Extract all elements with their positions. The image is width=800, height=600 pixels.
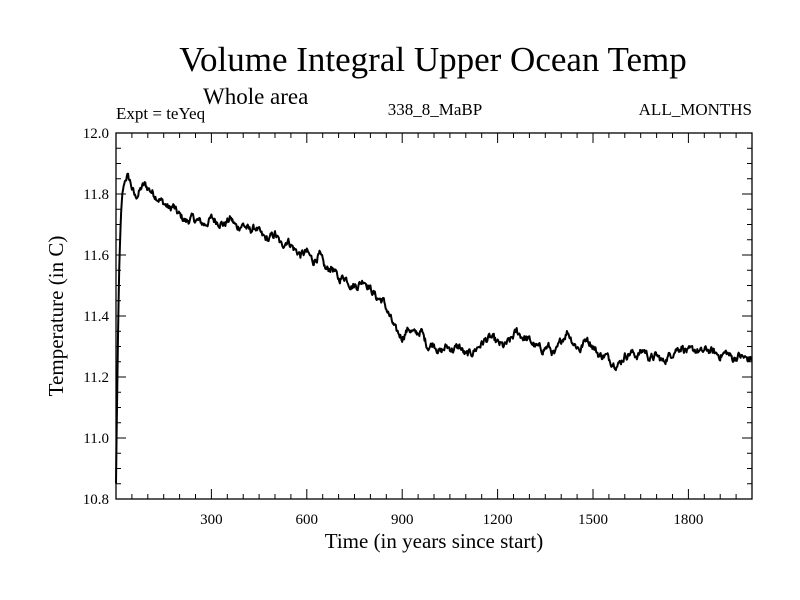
months-label: ALL_MONTHS bbox=[638, 100, 752, 119]
y-tick-label: 11.0 bbox=[83, 431, 109, 447]
x-tick-label: 900 bbox=[391, 512, 414, 528]
experiment-label: Expt = teYeq bbox=[116, 104, 206, 123]
y-tick-label: 11.8 bbox=[83, 187, 109, 203]
y-tick-label: 11.4 bbox=[83, 309, 109, 325]
x-axis-ticks: 300 600 900 1200 1500 1800 bbox=[131, 133, 737, 528]
chart-title: Volume Integral Upper Ocean Temp bbox=[179, 40, 687, 79]
y-axis-ticks: 10.8 11.0 11.2 11.4 11.6 11.8 12.0 bbox=[83, 126, 752, 508]
y-tick-label: 10.8 bbox=[83, 492, 109, 508]
y-tick-label: 11.2 bbox=[83, 370, 109, 386]
y-axis-label: Temperature (in C) bbox=[44, 236, 68, 397]
x-tick-label: 1200 bbox=[483, 512, 513, 528]
series-line-temperature bbox=[115, 172, 753, 484]
x-tick-label: 600 bbox=[296, 512, 319, 528]
x-tick-label: 1800 bbox=[673, 512, 703, 528]
x-axis-label: Time (in years since start) bbox=[325, 529, 544, 553]
y-tick-label: 11.6 bbox=[83, 248, 109, 264]
case-label: 338_8_MaBP bbox=[387, 100, 483, 119]
x-tick-label: 1500 bbox=[578, 512, 608, 528]
x-tick-label: 300 bbox=[200, 512, 223, 528]
plot-frame bbox=[115, 132, 753, 500]
y-tick-label: 12.0 bbox=[83, 126, 109, 142]
chart-subtitle: Whole area bbox=[203, 84, 309, 109]
